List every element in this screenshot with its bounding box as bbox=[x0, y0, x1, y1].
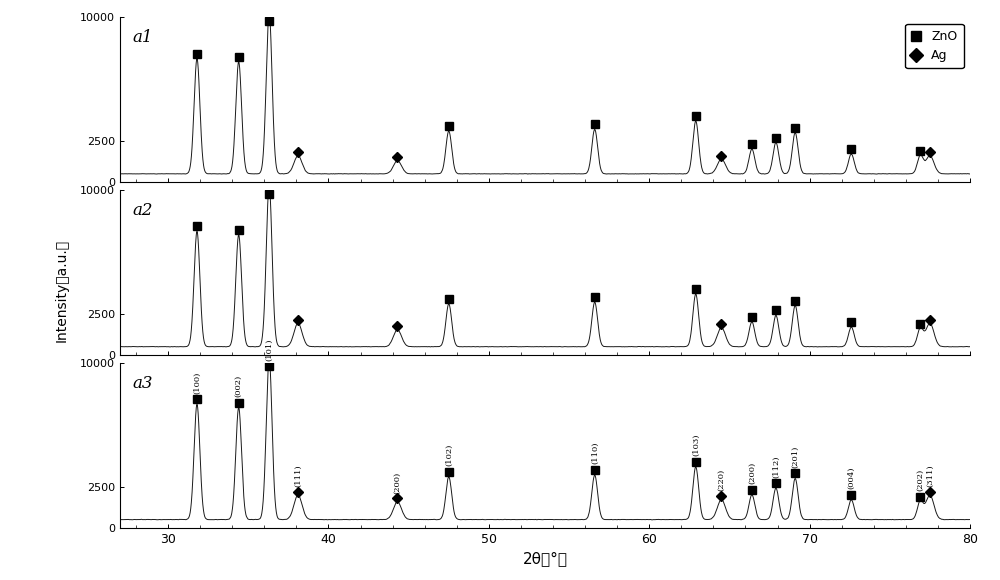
Text: (201): (201) bbox=[791, 445, 799, 467]
Text: (112): (112) bbox=[772, 455, 780, 477]
Text: (004): (004) bbox=[847, 466, 855, 489]
Text: a1: a1 bbox=[133, 29, 153, 46]
Text: (100): (100) bbox=[193, 371, 201, 394]
X-axis label: 2θ（°）: 2θ（°） bbox=[522, 551, 568, 566]
Legend: ZnO, Ag: ZnO, Ag bbox=[905, 24, 964, 68]
Text: (311): (311) bbox=[926, 464, 934, 487]
Text: (110): (110) bbox=[591, 442, 599, 465]
Text: (200): (200) bbox=[748, 462, 756, 484]
Text: a2: a2 bbox=[133, 202, 153, 219]
Text: Intensity（a.u.）: Intensity（a.u.） bbox=[55, 238, 69, 342]
Text: (111): (111) bbox=[294, 464, 302, 487]
Text: (202): (202) bbox=[916, 469, 924, 491]
Text: (102): (102) bbox=[445, 444, 453, 466]
Text: (002): (002) bbox=[235, 375, 243, 397]
Text: (200): (200) bbox=[393, 472, 401, 494]
Text: a3: a3 bbox=[133, 375, 153, 392]
Text: (220): (220) bbox=[717, 469, 725, 491]
Text: (101): (101) bbox=[265, 338, 273, 361]
Text: (103): (103) bbox=[692, 434, 700, 456]
